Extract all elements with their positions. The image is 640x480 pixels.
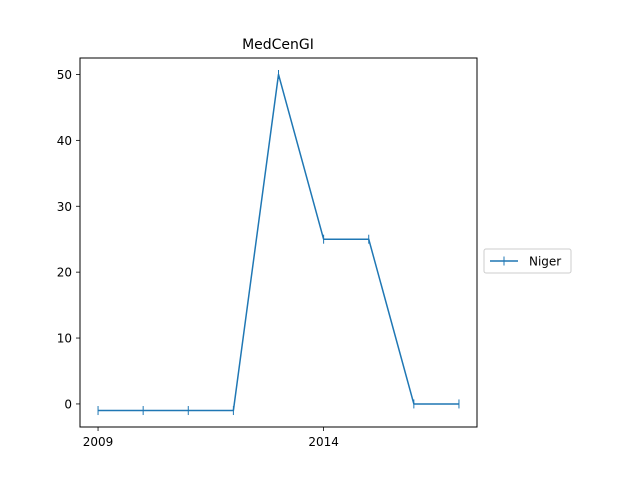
y-tick-label-4: 40	[57, 134, 72, 148]
x-tick-label-0: 2009	[83, 435, 114, 449]
axes-frame	[79, 57, 478, 428]
y-tick-label-2: 20	[57, 266, 72, 280]
legend-label-niger: Niger	[529, 255, 561, 269]
y-tick-label-0: 0	[64, 397, 72, 411]
legend: Niger	[483, 248, 572, 274]
y-tick-label-3: 30	[57, 200, 72, 214]
y-tick-label-1: 10	[57, 332, 72, 346]
x-tick-label-1: 2014	[308, 435, 339, 449]
legend-frame	[483, 248, 572, 274]
plot-area: 2009 2014 0 10 20 30 40 50	[57, 57, 478, 449]
y-tick-label-5: 50	[57, 68, 72, 82]
chart-title: MedCenGI	[242, 37, 314, 53]
